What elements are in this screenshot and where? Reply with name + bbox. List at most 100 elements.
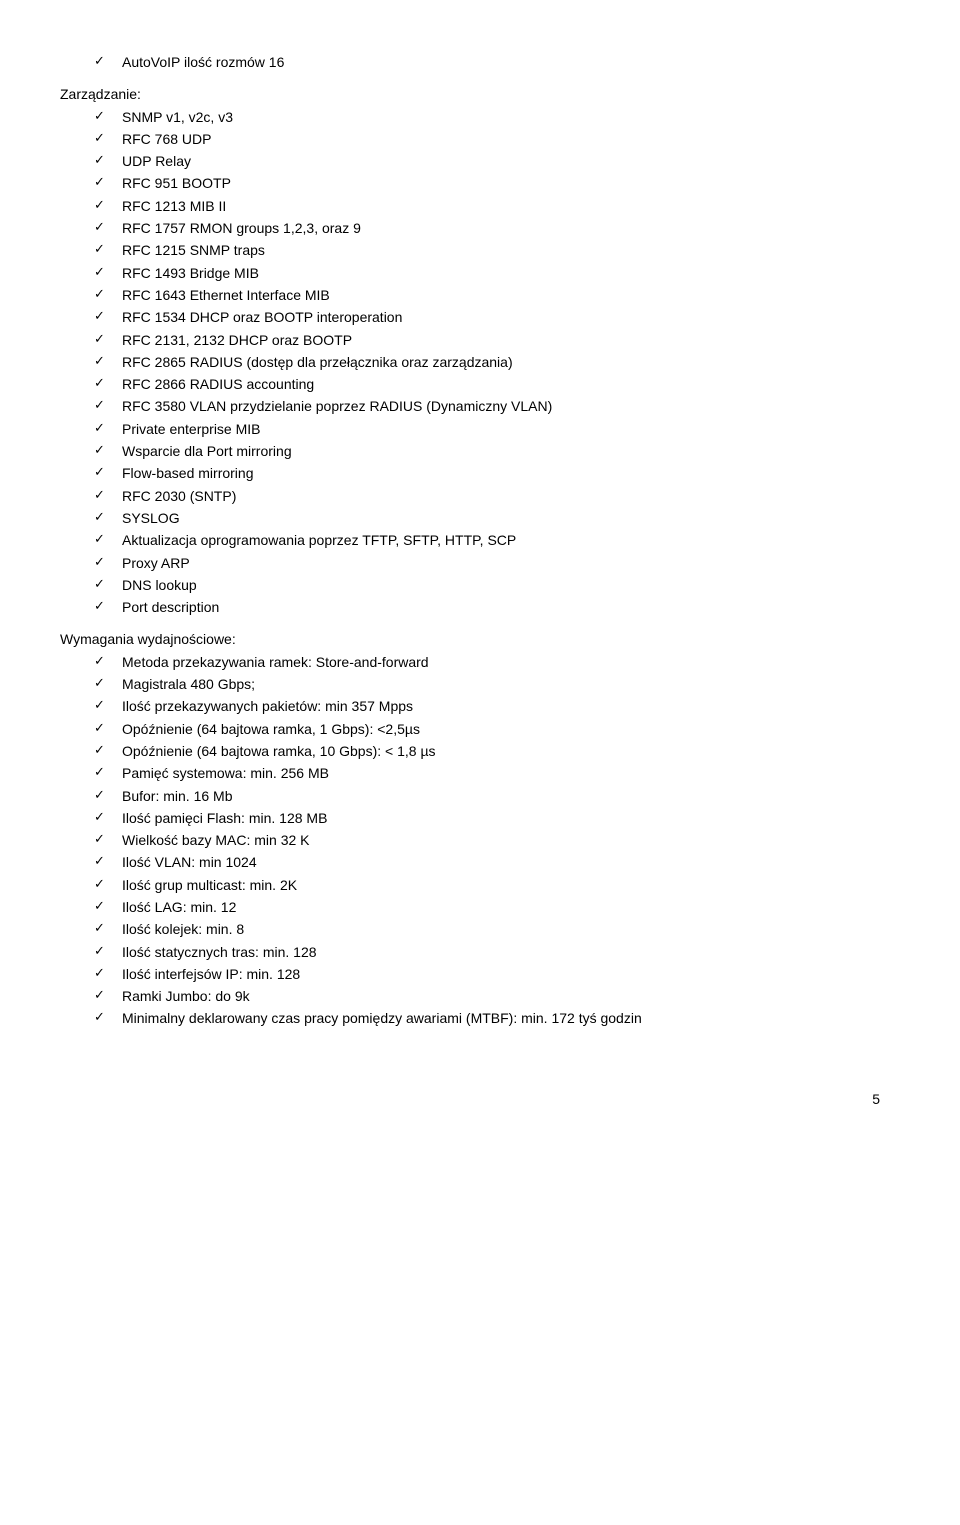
list-item: ✓SYSLOG <box>90 508 890 528</box>
check-icon: ✓ <box>90 173 122 192</box>
list-item: ✓RFC 2030 (SNTP) <box>90 486 890 506</box>
check-icon: ✓ <box>90 942 122 961</box>
list-item: ✓Ramki Jumbo: do 9k <box>90 986 890 1006</box>
list-item-text: Wsparcie dla Port mirroring <box>122 441 890 461</box>
list-item-text: Ilość VLAN: min 1024 <box>122 852 890 872</box>
check-icon: ✓ <box>90 553 122 572</box>
check-icon: ✓ <box>90 508 122 527</box>
check-icon: ✓ <box>90 218 122 237</box>
check-icon: ✓ <box>90 52 122 71</box>
list-item: ✓RFC 1213 MIB II <box>90 196 890 216</box>
check-icon: ✓ <box>90 107 122 126</box>
check-icon: ✓ <box>90 719 122 738</box>
list-item: ✓UDP Relay <box>90 151 890 171</box>
list-item-text: Ilość LAG: min. 12 <box>122 897 890 917</box>
check-icon: ✓ <box>90 919 122 938</box>
check-icon: ✓ <box>90 530 122 549</box>
list-item-text: DNS lookup <box>122 575 890 595</box>
top-items-block: ✓AutoVoIP ilość rozmów 16 <box>90 52 890 72</box>
list-item: ✓Ilość przekazywanych pakietów: min 357 … <box>90 696 890 716</box>
list-item: ✓Ilość grup multicast: min. 2K <box>90 875 890 895</box>
check-icon: ✓ <box>90 808 122 827</box>
list-item-text: Ilość przekazywanych pakietów: min 357 M… <box>122 696 890 716</box>
section-block: Wymagania wydajnościowe:✓Metoda przekazy… <box>90 629 890 1028</box>
check-icon: ✓ <box>90 875 122 894</box>
list-item-text: RFC 2865 RADIUS (dostęp dla przełącznika… <box>122 352 890 372</box>
list-item: ✓Ilość VLAN: min 1024 <box>90 852 890 872</box>
list-item-text: Bufor: min. 16 Mb <box>122 786 890 806</box>
list-item-text: Proxy ARP <box>122 553 890 573</box>
list-item-text: Opóźnienie (64 bajtowa ramka, 1 Gbps): <… <box>122 719 890 739</box>
list-item-text: RFC 2131, 2132 DHCP oraz BOOTP <box>122 330 890 350</box>
list-item: ✓RFC 2866 RADIUS accounting <box>90 374 890 394</box>
list-item-text: Aktualizacja oprogramowania poprzez TFTP… <box>122 530 890 550</box>
list-item-text: RFC 1643 Ethernet Interface MIB <box>122 285 890 305</box>
list-item-text: Ilość interfejsów IP: min. 128 <box>122 964 890 984</box>
check-icon: ✓ <box>90 374 122 393</box>
list-item: ✓RFC 2865 RADIUS (dostęp dla przełącznik… <box>90 352 890 372</box>
list-item-text: RFC 3580 VLAN przydzielanie poprzez RADI… <box>122 396 890 416</box>
list-item-text: RFC 2030 (SNTP) <box>122 486 890 506</box>
check-icon: ✓ <box>90 897 122 916</box>
list-item: ✓Aktualizacja oprogramowania poprzez TFT… <box>90 530 890 550</box>
list-item: ✓Port description <box>90 597 890 617</box>
list-item: ✓RFC 1215 SNMP traps <box>90 240 890 260</box>
check-icon: ✓ <box>90 486 122 505</box>
list-item: ✓Ilość interfejsów IP: min. 128 <box>90 964 890 984</box>
list-item-text: SYSLOG <box>122 508 890 528</box>
list-item: ✓Wielkość bazy MAC: min 32 K <box>90 830 890 850</box>
list-item-text: RFC 768 UDP <box>122 129 890 149</box>
list-item: ✓Ilość pamięci Flash: min. 128 MB <box>90 808 890 828</box>
list-item: ✓Ilość LAG: min. 12 <box>90 897 890 917</box>
list-item-text: Ramki Jumbo: do 9k <box>122 986 890 1006</box>
list-item-text: Opóźnienie (64 bajtowa ramka, 10 Gbps): … <box>122 741 890 761</box>
list-item: ✓Proxy ARP <box>90 553 890 573</box>
list-item: ✓RFC 951 BOOTP <box>90 173 890 193</box>
list-item: ✓DNS lookup <box>90 575 890 595</box>
list-item: ✓RFC 1643 Ethernet Interface MIB <box>90 285 890 305</box>
list-item: ✓AutoVoIP ilość rozmów 16 <box>90 52 890 72</box>
list-item-text: Port description <box>122 597 890 617</box>
check-icon: ✓ <box>90 852 122 871</box>
check-icon: ✓ <box>90 263 122 282</box>
list-item: ✓Flow-based mirroring <box>90 463 890 483</box>
list-item-text: SNMP v1, v2c, v3 <box>122 107 890 127</box>
list-item-text: AutoVoIP ilość rozmów 16 <box>122 52 890 72</box>
check-icon: ✓ <box>90 330 122 349</box>
page-number: 5 <box>90 1089 890 1109</box>
check-icon: ✓ <box>90 151 122 170</box>
section-heading: Zarządzanie: <box>60 84 890 104</box>
list-item: ✓Opóźnienie (64 bajtowa ramka, 10 Gbps):… <box>90 741 890 761</box>
list-item-text: Ilość grup multicast: min. 2K <box>122 875 890 895</box>
list-item: ✓RFC 2131, 2132 DHCP oraz BOOTP <box>90 330 890 350</box>
list-item-text: Magistrala 480 Gbps; <box>122 674 890 694</box>
check-icon: ✓ <box>90 652 122 671</box>
list-item-text: UDP Relay <box>122 151 890 171</box>
check-icon: ✓ <box>90 441 122 460</box>
check-icon: ✓ <box>90 741 122 760</box>
list-item-text: Minimalny deklarowany czas pracy pomiędz… <box>122 1008 890 1028</box>
list-item: ✓RFC 768 UDP <box>90 129 890 149</box>
check-icon: ✓ <box>90 986 122 1005</box>
list-item: ✓Ilość statycznych tras: min. 128 <box>90 942 890 962</box>
check-icon: ✓ <box>90 352 122 371</box>
check-icon: ✓ <box>90 419 122 438</box>
list-item: ✓Minimalny deklarowany czas pracy pomięd… <box>90 1008 890 1028</box>
list-item: ✓Wsparcie dla Port mirroring <box>90 441 890 461</box>
list-item: ✓Private enterprise MIB <box>90 419 890 439</box>
list-item-text: Ilość statycznych tras: min. 128 <box>122 942 890 962</box>
list-item-text: Wielkość bazy MAC: min 32 K <box>122 830 890 850</box>
list-item-text: RFC 2866 RADIUS accounting <box>122 374 890 394</box>
list-item-text: RFC 1493 Bridge MIB <box>122 263 890 283</box>
check-icon: ✓ <box>90 674 122 693</box>
list-item-text: Ilość kolejek: min. 8 <box>122 919 890 939</box>
list-item: ✓Ilość kolejek: min. 8 <box>90 919 890 939</box>
check-icon: ✓ <box>90 463 122 482</box>
list-item: ✓Metoda przekazywania ramek: Store-and-f… <box>90 652 890 672</box>
check-icon: ✓ <box>90 129 122 148</box>
list-item: ✓SNMP v1, v2c, v3 <box>90 107 890 127</box>
check-icon: ✓ <box>90 1008 122 1027</box>
check-icon: ✓ <box>90 285 122 304</box>
list-item-text: Metoda przekazywania ramek: Store-and-fo… <box>122 652 890 672</box>
list-item: ✓RFC 1493 Bridge MIB <box>90 263 890 283</box>
